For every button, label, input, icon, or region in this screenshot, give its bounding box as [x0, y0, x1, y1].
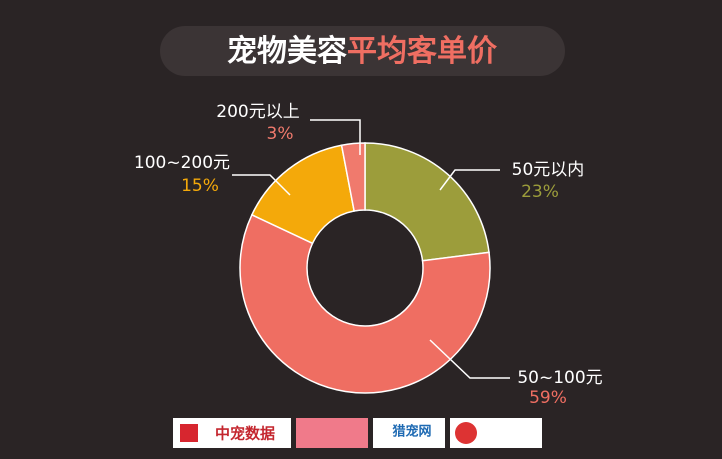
- leader-line: [429, 339, 510, 379]
- logo-text: 中宠数据: [215, 425, 275, 443]
- value-label: 15%: [181, 176, 219, 196]
- leader-line: [232, 174, 291, 196]
- title-main: 宠物美容: [227, 34, 347, 69]
- title-highlight: 平均客单价: [347, 34, 497, 69]
- donut-slice: [239, 213, 491, 394]
- donut-slice: [340, 142, 366, 212]
- category-label: 100~200元: [134, 153, 230, 173]
- value-label: 23%: [521, 182, 559, 202]
- logo-icon: [455, 422, 477, 444]
- logo: [373, 418, 445, 448]
- value-label: 3%: [267, 124, 294, 144]
- title-pill: [160, 26, 565, 76]
- leader-line: [439, 169, 500, 191]
- category-label: 50元以内: [512, 160, 585, 180]
- donut-slice: [364, 142, 490, 262]
- logo-icon: [180, 424, 198, 442]
- logo: [296, 418, 368, 448]
- category-label: 200元以上: [216, 102, 299, 122]
- category-label: 50~100元: [517, 368, 602, 388]
- logo-bar: 中宠数据 猎宠网: [173, 418, 542, 448]
- logo-text: 猎宠网: [392, 424, 431, 440]
- donut-hole: [308, 211, 422, 325]
- leader-line: [310, 119, 361, 155]
- chart-title: 宠物美容平均客单价: [227, 34, 497, 69]
- value-label: 59%: [529, 388, 567, 408]
